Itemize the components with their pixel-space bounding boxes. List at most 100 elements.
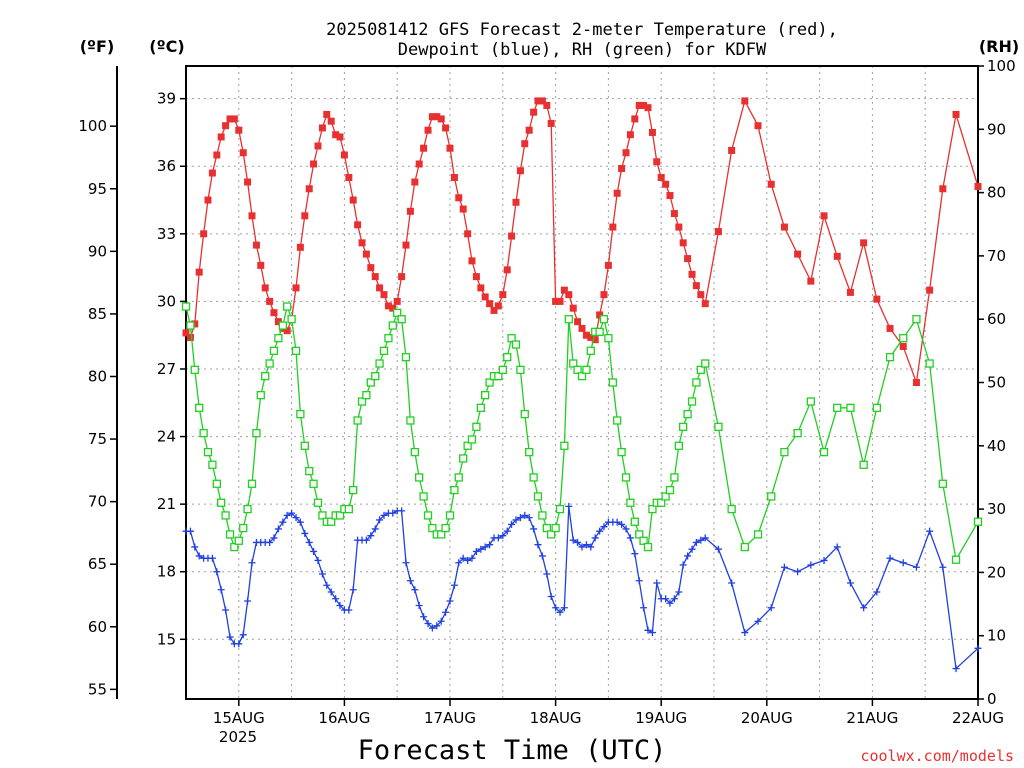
rh-line <box>185 304 979 562</box>
temperature-point <box>538 97 546 105</box>
dewpoint-point <box>415 602 423 610</box>
rh-point <box>885 353 895 362</box>
dewpoint-point <box>274 525 282 533</box>
temperature-point <box>873 295 881 303</box>
dewpoint-point <box>208 554 216 562</box>
rh-point <box>683 409 692 419</box>
rh-point <box>621 473 631 482</box>
dewpoint-point <box>314 556 322 564</box>
dewpoint-point <box>486 541 494 549</box>
celsius-tick-label: 30 <box>157 292 176 310</box>
rh-point <box>626 498 635 507</box>
temperature-point <box>468 257 476 265</box>
dewpoint-point <box>794 568 802 576</box>
rh-point <box>846 403 855 412</box>
rh-point <box>899 334 908 343</box>
dewpoint-point <box>556 608 564 616</box>
rh-tick-label: 20 <box>987 563 1006 581</box>
dewpoint-point <box>292 514 300 522</box>
temperature-point <box>222 122 230 130</box>
temperature-point <box>886 324 894 332</box>
rh-point <box>225 530 235 539</box>
rh-point <box>212 479 221 488</box>
temperature-point <box>398 273 406 281</box>
rh-point <box>476 403 485 412</box>
dewpoint-point <box>912 563 920 571</box>
dewpoint-point <box>481 543 489 551</box>
dewpoint-point <box>653 579 661 587</box>
rh-point <box>481 391 490 400</box>
rh-point <box>727 504 736 514</box>
dewpoint-point <box>376 516 384 524</box>
rh-point <box>780 447 789 457</box>
dewpoint-point <box>437 617 445 625</box>
fahrenheit-tick-label: 85 <box>88 305 107 323</box>
rh-point <box>696 365 705 374</box>
rh-point <box>441 523 450 533</box>
temperature-point <box>274 318 282 326</box>
rh-point <box>327 517 336 526</box>
x-tick-label: 21AUG <box>846 709 898 727</box>
rh-tick-label: 50 <box>987 374 1006 392</box>
rh-point <box>582 365 591 374</box>
rh-tick-label: 40 <box>987 437 1006 455</box>
credit-link[interactable]: coolwx.com/models <box>860 747 1014 765</box>
temperature-point <box>204 196 212 204</box>
temperature-point <box>235 126 243 134</box>
dewpoint-point <box>543 570 551 578</box>
rh-tick-label: 90 <box>987 120 1006 138</box>
rh-point <box>401 353 411 362</box>
temperature-point <box>494 302 502 310</box>
rh-point <box>912 315 921 324</box>
temperature-point <box>433 113 441 121</box>
temperature-point <box>626 131 634 139</box>
dewpoint-point <box>494 534 502 542</box>
temperature-point <box>534 97 542 105</box>
temperature-point <box>697 291 705 299</box>
temperature-point <box>939 185 947 193</box>
temperature-point <box>565 291 573 299</box>
dewpoint-point <box>380 511 388 519</box>
rh-point <box>551 523 560 533</box>
axes: 55 60 65 70 75 80 85 90 95 100 15 18 21 24 27 30 33 36 39 0… <box>78 57 1015 727</box>
rh-point <box>459 454 468 463</box>
rh-point <box>661 492 670 501</box>
rh-point <box>256 391 265 400</box>
temperature-point <box>525 126 533 134</box>
dewpoint-point <box>684 552 692 560</box>
temperature-point <box>340 151 348 159</box>
temperature-point <box>503 266 511 274</box>
x-tick-label: 15AUG <box>213 709 265 727</box>
rh-point <box>973 517 983 526</box>
temperature-point <box>283 327 291 335</box>
temperature-point <box>560 286 568 294</box>
dewpoint-point <box>283 511 291 519</box>
rh-point <box>265 359 274 368</box>
temperature-point <box>226 115 234 123</box>
temperature-point <box>428 113 436 121</box>
rh-point <box>296 409 305 419</box>
temperature-point <box>833 252 841 260</box>
year-label: 2025 <box>219 728 257 746</box>
celsius-tick-label: 15 <box>157 630 176 648</box>
rh-point <box>643 542 653 552</box>
dewpoint-point <box>534 541 542 549</box>
rh-point <box>555 504 565 514</box>
dewpoint-point <box>455 559 463 567</box>
temperature-point <box>437 115 445 123</box>
celsius-tick-label: 24 <box>157 428 176 446</box>
chart-title-line-1: 2025081412 GFS Forecast 2-meter Temperat… <box>326 20 838 40</box>
dewpoint-point <box>270 534 278 542</box>
dewpoint-point <box>362 536 370 544</box>
temperature-point <box>926 286 934 294</box>
dewpoint-point <box>670 595 678 603</box>
rh-point <box>415 473 424 482</box>
temperature-point <box>380 291 388 299</box>
dewpoint-point <box>318 570 326 578</box>
temperature-point <box>450 174 458 182</box>
celsius-tick-label: 27 <box>157 360 176 378</box>
rh-point <box>335 511 345 520</box>
temperature-point <box>455 194 463 202</box>
temperature-point <box>186 333 194 341</box>
